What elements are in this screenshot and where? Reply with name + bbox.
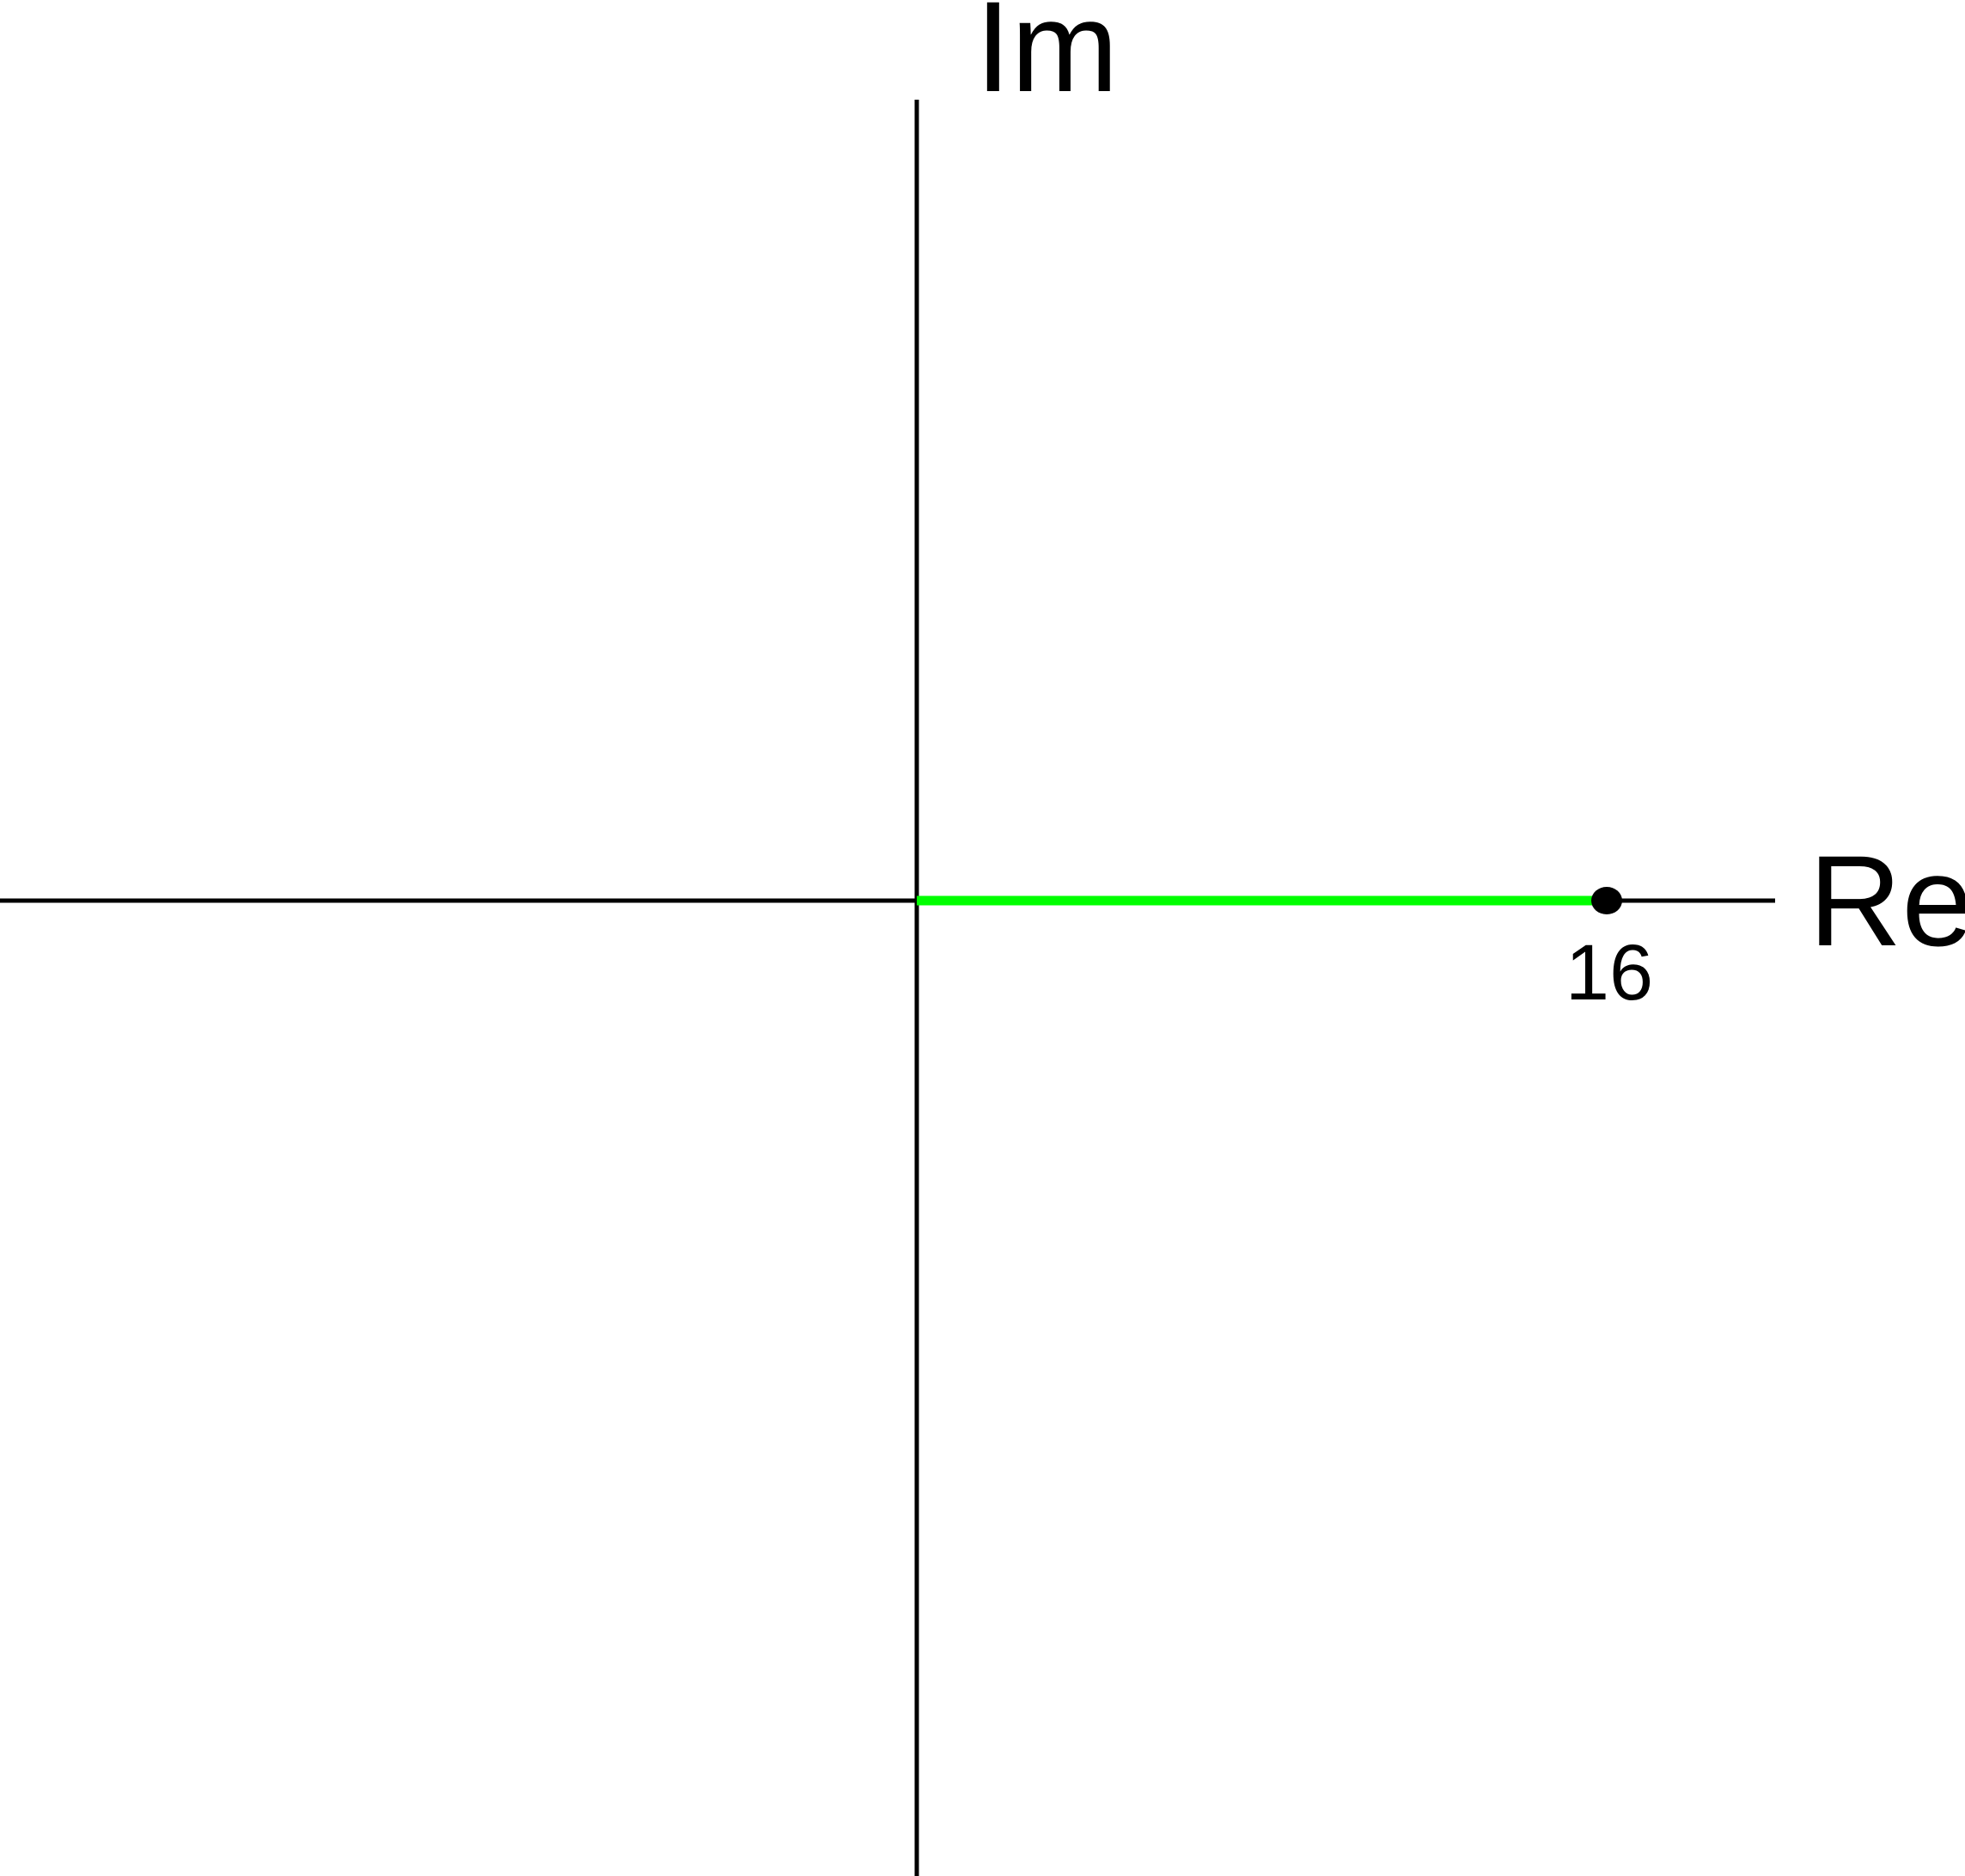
endpoint-label: 16 (1565, 929, 1653, 1017)
real-axis-label: Re (1809, 828, 1965, 973)
endpoint-marker (1591, 887, 1622, 914)
imaginary-axis-label: Im (975, 0, 1119, 119)
